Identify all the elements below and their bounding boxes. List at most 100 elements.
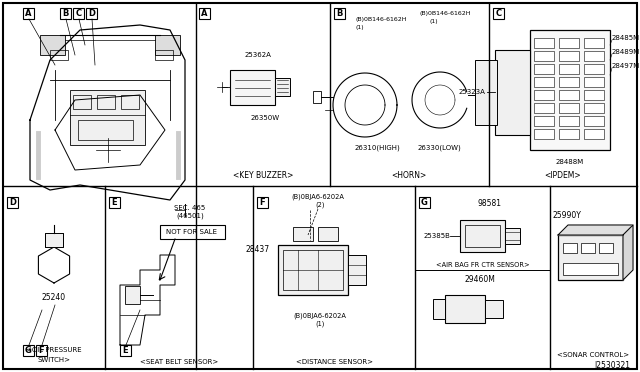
Text: 25385B: 25385B <box>424 233 451 239</box>
Text: SWITCH>: SWITCH> <box>38 357 70 363</box>
Bar <box>534 103 554 113</box>
Text: (46501): (46501) <box>176 213 204 219</box>
Bar <box>584 51 604 61</box>
Bar <box>534 129 554 139</box>
Bar <box>559 51 579 61</box>
Bar <box>559 90 579 100</box>
Text: 28497M: 28497M <box>612 63 640 69</box>
Bar <box>584 103 604 113</box>
Bar <box>475 60 497 125</box>
Bar <box>559 77 579 87</box>
Bar <box>534 116 554 126</box>
Text: <DISTANCE SENSOR>: <DISTANCE SENSOR> <box>296 359 372 365</box>
Text: NOT FOR SALE: NOT FOR SALE <box>166 229 218 235</box>
Text: <KEY BUZZER>: <KEY BUZZER> <box>233 170 293 180</box>
Text: (1): (1) <box>316 321 324 327</box>
Bar <box>36 345 47 356</box>
Bar <box>599 243 613 253</box>
Bar <box>73 8 84 19</box>
Bar <box>493 8 504 19</box>
Text: G: G <box>25 346 32 355</box>
Text: (B)0BJA6-6202A: (B)0BJA6-6202A <box>292 194 344 200</box>
Bar <box>559 103 579 113</box>
Text: <IPDЕМ>: <IPDЕМ> <box>545 170 581 180</box>
Text: <SEAT BELT SENSOR>: <SEAT BELT SENSOR> <box>140 359 218 365</box>
Bar <box>23 8 34 19</box>
Bar <box>70 90 145 145</box>
Text: 28489M: 28489M <box>612 49 640 55</box>
Bar <box>530 30 610 150</box>
Text: (B)0BJA6-6202A: (B)0BJA6-6202A <box>294 313 346 319</box>
Bar <box>45 233 63 247</box>
Text: 26350W: 26350W <box>250 115 280 121</box>
Bar <box>199 8 210 19</box>
Bar <box>465 225 500 247</box>
Text: 29460M: 29460M <box>465 276 495 285</box>
Text: A: A <box>201 9 208 18</box>
Circle shape <box>492 89 498 95</box>
Text: 26310(HIGH): 26310(HIGH) <box>355 145 401 151</box>
Text: 28437: 28437 <box>246 246 270 254</box>
Text: B: B <box>336 9 342 18</box>
Bar <box>505 228 520 244</box>
Bar <box>584 64 604 74</box>
Text: (1): (1) <box>430 19 438 25</box>
Text: 26330(LOW): 26330(LOW) <box>418 145 461 151</box>
Bar <box>559 64 579 74</box>
Text: J2530321: J2530321 <box>594 360 630 369</box>
Bar <box>121 95 139 109</box>
Bar <box>559 38 579 48</box>
Text: 28488M: 28488M <box>556 159 584 165</box>
Bar <box>534 38 554 48</box>
Bar <box>485 300 503 318</box>
Text: <AIR BAG FR CTR SENSOR>: <AIR BAG FR CTR SENSOR> <box>436 262 530 268</box>
Bar <box>563 243 577 253</box>
Bar <box>584 90 604 100</box>
Bar <box>257 197 268 208</box>
Text: 28485M: 28485M <box>612 35 640 41</box>
Bar <box>559 129 579 139</box>
Bar <box>278 245 348 295</box>
Bar <box>7 197 18 208</box>
Bar <box>23 345 34 356</box>
Bar <box>534 90 554 100</box>
Text: E: E <box>112 198 117 207</box>
Text: 98581: 98581 <box>478 199 502 208</box>
Polygon shape <box>623 225 633 280</box>
Text: (B)0B146-6162H: (B)0B146-6162H <box>356 17 408 22</box>
Bar <box>40 35 65 55</box>
Bar <box>60 8 71 19</box>
Text: E: E <box>123 346 128 355</box>
Text: 25323A: 25323A <box>458 89 485 95</box>
Bar <box>230 70 275 105</box>
Bar <box>419 197 430 208</box>
Bar <box>50 50 68 60</box>
Bar <box>584 116 604 126</box>
Bar <box>348 255 366 285</box>
Bar <box>534 51 554 61</box>
Polygon shape <box>558 225 633 235</box>
Bar <box>495 50 530 135</box>
Text: SEC. 465: SEC. 465 <box>174 205 205 211</box>
Bar <box>433 299 445 319</box>
Text: C: C <box>495 9 502 18</box>
Text: D: D <box>88 9 95 18</box>
Text: A: A <box>25 9 32 18</box>
Bar <box>160 225 225 239</box>
Bar <box>581 243 595 253</box>
Bar <box>86 8 97 19</box>
Bar <box>155 50 173 60</box>
Bar <box>120 345 131 356</box>
Bar <box>293 227 313 241</box>
Bar <box>584 77 604 87</box>
Text: C: C <box>76 9 81 18</box>
Bar <box>125 286 140 304</box>
Bar <box>155 35 180 55</box>
Text: F: F <box>38 346 44 355</box>
Bar <box>563 263 618 275</box>
Bar <box>334 8 345 19</box>
Bar <box>482 88 492 102</box>
Bar <box>534 77 554 87</box>
Text: G: G <box>421 198 428 207</box>
Text: (B)0B146-6162H: (B)0B146-6162H <box>420 12 472 16</box>
